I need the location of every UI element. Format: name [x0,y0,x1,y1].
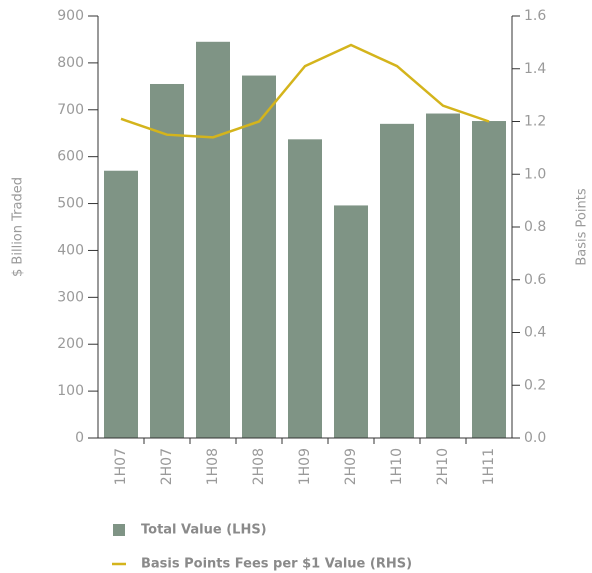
y2-tick-label: 0.2 [524,377,546,393]
y-tick-label: 800 [57,55,84,71]
y2-tick-label: 0.0 [524,430,546,446]
bar [288,139,322,438]
x-tick-label: 2H08 [251,448,267,485]
y2-axis-label: Basis Points [575,188,590,265]
y-tick-label: 0 [75,430,84,446]
y-tick-label: 500 [57,196,84,212]
y2-tick-label: 0.6 [524,272,546,288]
bar [242,75,276,438]
y-tick-label: 300 [57,289,84,305]
x-tick-label: 2H10 [435,448,451,485]
x-tick-label: 1H07 [113,448,129,485]
y2-tick-label: 0.4 [524,325,546,341]
legend-swatch [113,524,125,536]
legend-label: Basis Points Fees per $1 Value (RHS) [141,557,412,572]
y2-tick-label: 1.6 [524,8,546,24]
bar [380,123,414,438]
y-tick-label: 100 [57,383,84,399]
bar [334,205,368,438]
legend-label: Total Value (LHS) [141,523,267,538]
y2-tick-label: 1.2 [524,114,546,130]
x-tick-label: 1H11 [481,448,497,485]
bar [104,170,138,438]
y2-tick-label: 1.4 [524,61,546,77]
x-tick-label: 1H08 [205,448,221,485]
y-tick-label: 900 [57,8,84,24]
x-tick-label: 2H09 [343,448,359,485]
y-tick-label: 400 [57,242,84,258]
bar [472,121,506,438]
bar [426,113,460,438]
y-tick-label: 200 [57,336,84,352]
y-tick-label: 600 [57,149,84,165]
y2-tick-label: 1.0 [524,166,546,182]
bar [150,83,184,438]
y-tick-label: 700 [57,102,84,118]
bar [196,41,230,439]
y-axis-label: $ Billion Traded [11,177,26,277]
line-series [120,43,490,139]
x-tick-label: 1H09 [297,448,313,485]
x-tick-label: 1H10 [389,448,405,485]
y2-tick-label: 0.8 [524,219,546,235]
x-tick-label: 2H07 [159,448,175,485]
